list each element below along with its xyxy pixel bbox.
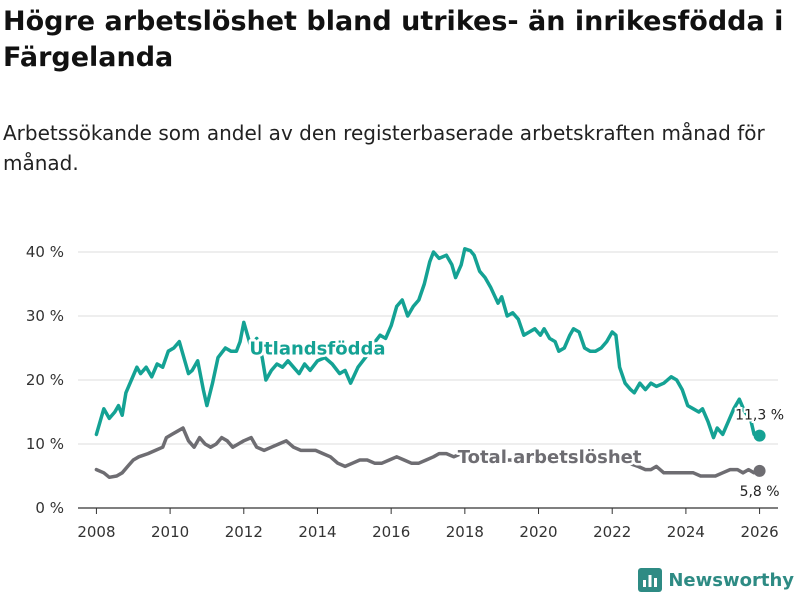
x-tick-label: 2014 [298, 523, 336, 541]
x-tick-label: 2024 [667, 523, 705, 541]
brand-logo-block[interactable]: Newsworthy [638, 568, 794, 592]
x-tick-label: 2008 [77, 523, 115, 541]
y-tick-label: 0 % [35, 499, 64, 517]
chart-title: Högre arbetslöshet bland utrikes- än inr… [3, 6, 784, 73]
series-line-utlandsfodda [94, 247, 762, 440]
x-tick-label: 2012 [225, 523, 263, 541]
bar-chart-logo-icon [638, 568, 663, 592]
chart-subtitle: Arbetssökande som andel av den registerb… [3, 121, 765, 175]
y-tick-label: 40 % [26, 243, 64, 261]
y-tick-label: 30 % [26, 307, 64, 325]
series-end-value-label: 11,3 % [735, 408, 784, 424]
series-label: Utlandsfödda [249, 338, 385, 359]
x-tick-label: 2018 [446, 523, 484, 541]
x-tick-label: 2010 [151, 523, 189, 541]
brand-name: Newsworthy [668, 569, 794, 591]
series-label: Total arbetslöshet [458, 447, 642, 468]
x-tick-label: 2020 [519, 523, 557, 541]
x-tick-label: 2026 [740, 523, 778, 541]
x-tick-label: 2022 [593, 523, 631, 541]
x-tick-label: 2016 [372, 523, 410, 541]
series-end-point [753, 429, 766, 442]
y-tick-label: 10 % [26, 435, 64, 453]
y-tick-label: 20 % [26, 371, 64, 389]
series-end-point [753, 464, 766, 477]
series-line-total [94, 426, 762, 480]
series-end-value-label: 5,8 % [740, 484, 780, 500]
